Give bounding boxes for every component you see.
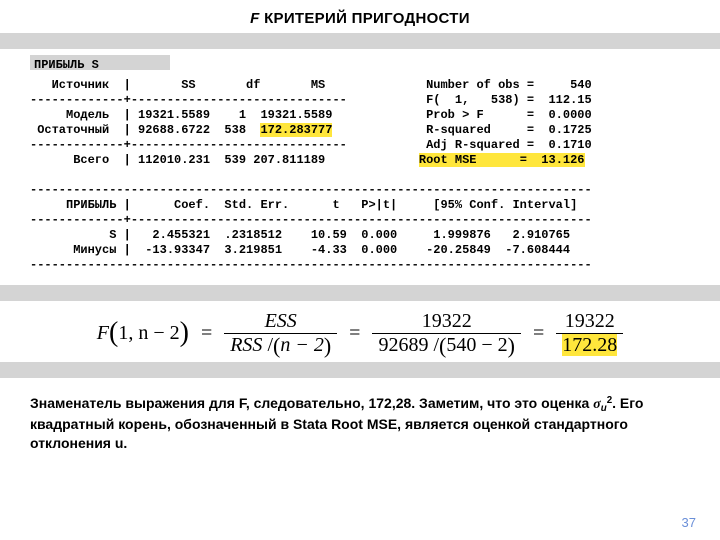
slide-title: F КРИТЕРИЙ ПРИГОДНОСТИ bbox=[0, 0, 720, 33]
coef-div-mid: -------------+--------------------------… bbox=[30, 213, 592, 227]
depvar-label: ПРИБЫЛЬ S bbox=[30, 58, 99, 72]
anova-header: Источник | SS df MS Number of obs = 540 bbox=[30, 78, 592, 92]
fraction-symbolic: ESS RSS /(n − 2) bbox=[224, 311, 337, 356]
coef-row-s: S | 2.455321 .2318512 10.59 0.000 1.9998… bbox=[30, 228, 570, 242]
formula-block: F(1, n − 2) = ESS RSS /(n − 2) = 19322 9… bbox=[0, 301, 720, 362]
explanation-paragraph: Знаменатель выражения для F, следователь… bbox=[0, 378, 720, 453]
title-rest: КРИТЕРИЙ ПРИГОДНОСТИ bbox=[260, 10, 470, 27]
ms-residual-highlight: 172.283777 bbox=[260, 123, 332, 137]
eq-1: = bbox=[201, 322, 212, 345]
anova-div2: -------------+--------------------------… bbox=[30, 138, 592, 152]
coef-header: ПРИБЫЛЬ | Coef. Std. Err. t P>|t| [95% C… bbox=[30, 198, 577, 212]
eq-3: = bbox=[533, 322, 544, 345]
anova-model-row: Модель | 19321.5589 1 19321.5589 Prob > … bbox=[30, 108, 592, 122]
fraction-numeric-1: 19322 92689 /(540 − 2) bbox=[372, 311, 521, 356]
formula-lhs: F(1, n − 2) bbox=[97, 322, 189, 345]
anova-total-row: Всего | 112010.231 539 207.811189 Root M… bbox=[30, 153, 585, 167]
eq-2: = bbox=[349, 322, 360, 345]
anova-resid-row: Остаточный | 92688.6722 538 172.283777 R… bbox=[30, 123, 592, 137]
coef-row-minus: Минусы | -13.93347 3.219851 -4.33 0.000 … bbox=[30, 243, 570, 257]
fraction-numeric-2: 19322 172.28 bbox=[556, 311, 623, 356]
coef-div-bot: ----------------------------------------… bbox=[30, 258, 592, 272]
page-number: 37 bbox=[682, 515, 696, 530]
coef-div-top: ----------------------------------------… bbox=[30, 183, 592, 197]
depvar-strip: ПРИБЫЛЬ S bbox=[30, 55, 170, 70]
mid-gray-strip bbox=[0, 285, 720, 301]
denominator-highlight: 172.28 bbox=[562, 334, 617, 356]
title-F: F bbox=[250, 10, 259, 27]
sigma-symbol: σ bbox=[593, 397, 601, 412]
anova-div1: -------------+--------------------------… bbox=[30, 93, 592, 107]
top-gray-strip bbox=[0, 33, 720, 49]
lower-gray-strip bbox=[0, 362, 720, 378]
root-mse-highlight: Root MSE = 13.126 bbox=[419, 153, 585, 167]
stata-output: Источник | SS df MS Number of obs = 540 … bbox=[30, 78, 720, 273]
